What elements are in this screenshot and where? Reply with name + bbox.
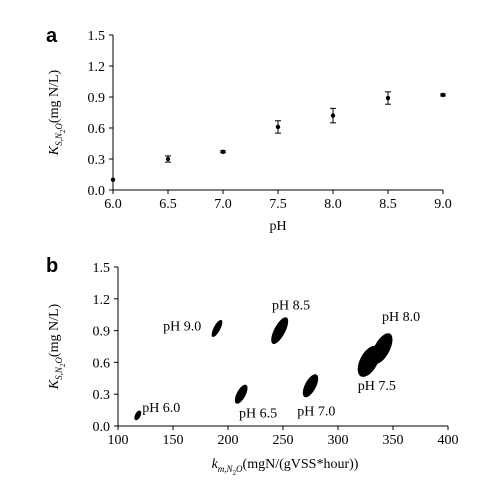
panel-b-y-tick-label: 0.6 (93, 356, 111, 371)
panel-b-x-tick-label: 400 (438, 433, 459, 448)
panel-b-region-label: pH 7.0 (297, 404, 335, 419)
panel-b-region-label: pH 6.5 (239, 407, 277, 422)
panel-a-data-point (110, 177, 116, 182)
panel-a-x-tick-label: 7.0 (214, 197, 232, 212)
panel-b-x-tick-label: 200 (218, 433, 239, 448)
panel-a-y-tick-label: 0.3 (88, 153, 106, 168)
panel-a: 6.0 6.5 7.0 7.5 8.0 8.5 9.0 0.0 0.3 0.6 0.9 1.2 1.5 p… (47, 29, 452, 234)
panel-b-region-label: pH 7.5 (358, 379, 396, 394)
panel-a-data-point (275, 124, 281, 130)
panel-a-y-tick-label: 0.6 (88, 122, 106, 137)
panel-b-y-tick-label: 1.2 (93, 293, 111, 308)
panel-b-confidence-region (234, 384, 248, 404)
panel-b-y-tick-label: 1.5 (93, 261, 111, 276)
panel-a-y-label: KS,N2O(mg N/L) (47, 69, 67, 156)
panel-a-x-tick-label: 6.0 (104, 197, 122, 212)
panel-b: 100 150 200 250 300 350 400 0.0 0.3 0.6 0.9 1.2 1.5 k… (47, 261, 459, 477)
panel-b-confidence-region (134, 410, 142, 421)
panel-a-data-point (165, 156, 171, 162)
panel-a-x-tick-label: 9.0 (434, 197, 452, 212)
panel-a-data-point (220, 149, 226, 154)
panel-b-x-tick-label: 250 (273, 433, 294, 448)
panel-a-y-tick-label: 0.9 (88, 91, 106, 106)
panel-b-region-label: pH 6.0 (142, 401, 180, 416)
panel-b-confidence-region (271, 317, 289, 344)
panel-a-x-tick-label: 8.0 (324, 197, 342, 212)
panel-b-y-tick-label: 0.0 (93, 420, 111, 435)
panel-b-x-tick-label: 100 (108, 433, 129, 448)
panel-a-y-tick-label: 0.0 (88, 184, 106, 199)
panel-b-x-tick-label: 150 (163, 433, 184, 448)
panel-a-y-tick-label: 1.2 (88, 60, 106, 75)
panel-b-region-label: pH 8.5 (272, 298, 310, 313)
panel-b-letter: b (46, 255, 58, 277)
panel-b-confidence-region (211, 319, 223, 338)
panel-a-data-point (440, 92, 446, 98)
panel-b-confidence-region (371, 333, 393, 365)
panel-b-y-tick-label: 0.3 (93, 388, 111, 403)
panel-a-data-point (330, 113, 336, 118)
panel-a-data-point (385, 95, 391, 101)
panel-b-x-tick-label: 350 (383, 433, 404, 448)
panel-b-confidence-region (302, 374, 319, 398)
panel-b-region-label: pH 9.0 (163, 320, 201, 335)
panel-a-x-tick-label: 7.5 (269, 197, 287, 212)
panel-a-letter: a (46, 25, 58, 47)
panel-a-y-tick-label: 1.5 (88, 29, 106, 44)
panel-b-region-label: pH 8.0 (382, 310, 420, 325)
panel-a-x-label: pH (269, 219, 286, 234)
panel-a-x-tick-label: 8.5 (379, 197, 397, 212)
panel-b-x-label: km,N2O(mgN/(gVSS*hour)) (212, 457, 359, 477)
panel-b-x-tick-label: 300 (328, 433, 349, 448)
panel-b-y-label: KS,N2O(mg N/L) (47, 303, 67, 390)
panel-a-x-tick-label: 6.5 (159, 197, 177, 212)
panel-b-y-tick-label: 0.9 (93, 325, 111, 340)
